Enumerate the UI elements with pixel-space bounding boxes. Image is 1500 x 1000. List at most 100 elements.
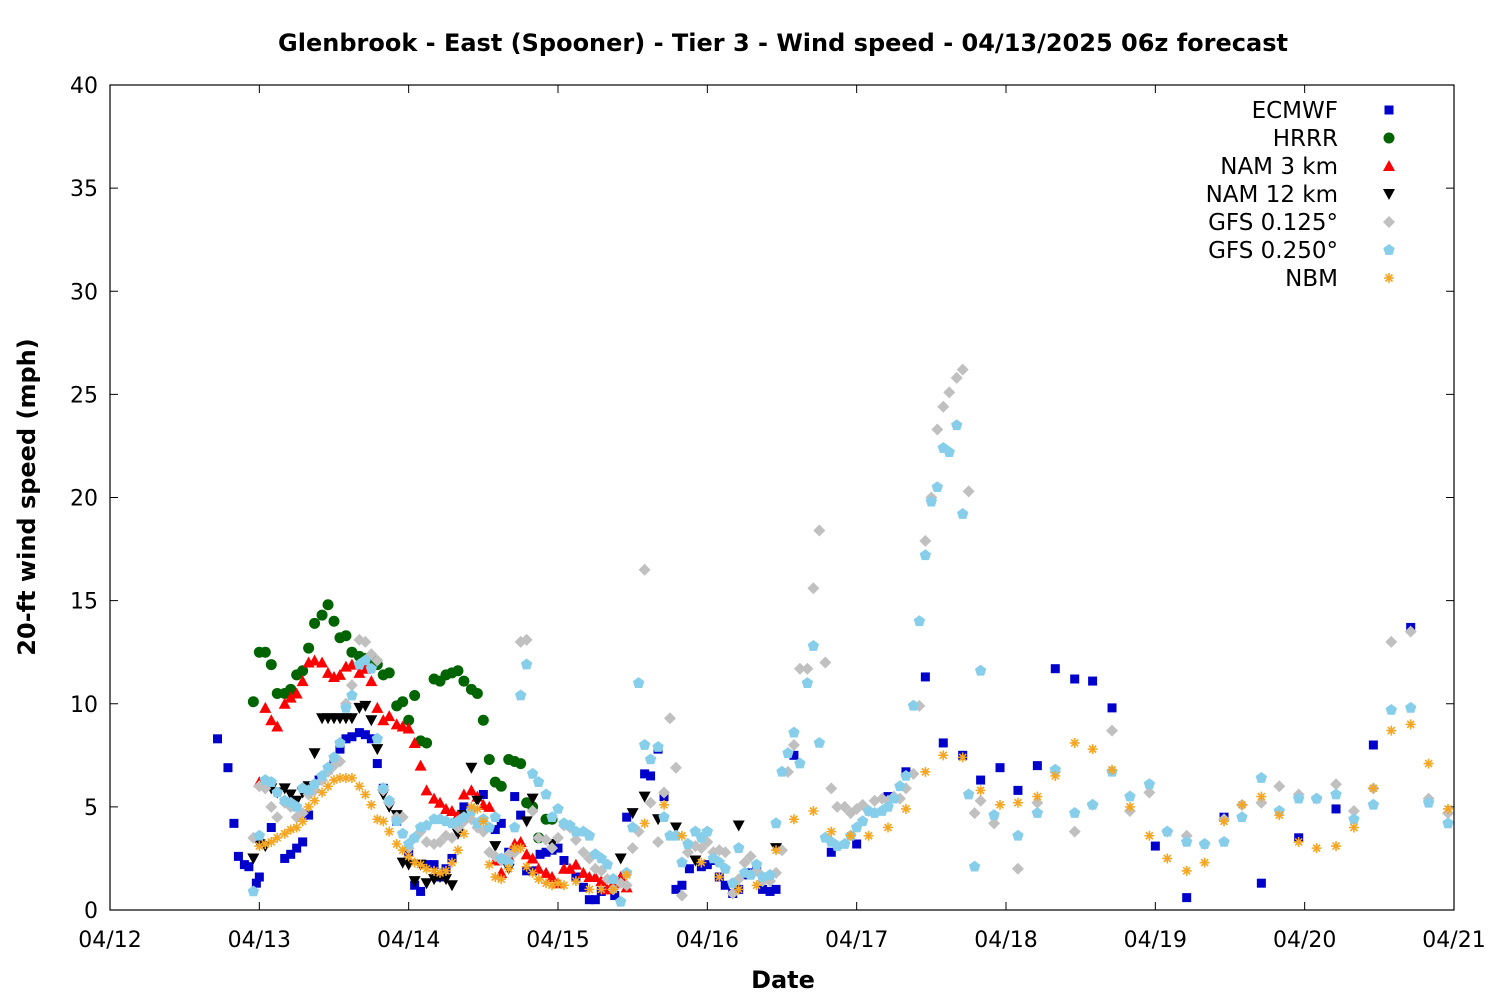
y-tick-label: 10 bbox=[70, 693, 98, 718]
data-point bbox=[907, 699, 920, 711]
data-point bbox=[259, 646, 271, 658]
data-point bbox=[1293, 836, 1304, 847]
data-point bbox=[658, 786, 671, 799]
data-point bbox=[1423, 758, 1434, 769]
data-point bbox=[826, 826, 837, 837]
data-point bbox=[1218, 835, 1230, 847]
data-point bbox=[296, 675, 309, 687]
data-point bbox=[360, 730, 370, 740]
data-point bbox=[974, 794, 987, 807]
data-point bbox=[595, 875, 608, 887]
data-point bbox=[943, 446, 955, 457]
data-point bbox=[229, 818, 239, 828]
data-point bbox=[397, 696, 409, 708]
data-point bbox=[919, 549, 932, 561]
data-point bbox=[951, 419, 963, 431]
data-point bbox=[540, 833, 553, 846]
x-tick-label: 04/18 bbox=[974, 928, 1037, 953]
data-point bbox=[298, 837, 308, 847]
data-point bbox=[489, 811, 501, 823]
data-point bbox=[526, 793, 539, 805]
data-point bbox=[546, 842, 559, 855]
data-point bbox=[520, 816, 533, 828]
data-point bbox=[396, 827, 409, 839]
data-point bbox=[1143, 778, 1156, 790]
data-point bbox=[478, 816, 489, 827]
axis-ticks: 04/12 04/13 04/14 04/15 04/16 04/17 04/18 04/19… bbox=[70, 74, 1486, 953]
data-point bbox=[719, 846, 732, 859]
data-point bbox=[552, 802, 564, 814]
data-point bbox=[726, 887, 739, 900]
data-point bbox=[622, 812, 632, 822]
data-point bbox=[383, 667, 395, 679]
data-point bbox=[284, 789, 297, 801]
data-point bbox=[838, 800, 851, 813]
data-point bbox=[931, 481, 944, 493]
data-point bbox=[365, 675, 378, 687]
data-point bbox=[520, 848, 533, 860]
data-point bbox=[278, 783, 291, 795]
data-point bbox=[950, 371, 963, 384]
data-point bbox=[900, 769, 912, 781]
data-point bbox=[391, 815, 403, 827]
data-point bbox=[457, 788, 470, 800]
data-point bbox=[452, 665, 464, 677]
legend-label: NBM bbox=[1285, 266, 1338, 292]
data-point bbox=[280, 853, 290, 863]
data-point bbox=[1385, 635, 1398, 648]
data-point bbox=[465, 784, 478, 796]
data-point bbox=[789, 750, 799, 760]
data-point bbox=[308, 778, 321, 790]
data-point bbox=[345, 658, 358, 670]
data-point bbox=[308, 654, 321, 666]
data-point bbox=[1144, 830, 1155, 841]
data-point bbox=[727, 877, 739, 889]
data-point bbox=[297, 665, 309, 677]
legend-marker bbox=[1383, 189, 1395, 200]
data-point bbox=[696, 857, 707, 868]
data-point bbox=[1368, 783, 1379, 794]
legend-label: GFS 0.125° bbox=[1208, 210, 1338, 236]
data-point bbox=[322, 761, 334, 773]
data-point bbox=[563, 862, 576, 874]
data-point bbox=[638, 563, 651, 576]
data-point bbox=[535, 849, 545, 859]
data-point bbox=[354, 728, 364, 738]
data-point bbox=[689, 855, 702, 867]
series-nbm bbox=[254, 719, 1454, 895]
data-point bbox=[346, 689, 358, 701]
data-point bbox=[794, 757, 806, 769]
data-point bbox=[938, 738, 948, 748]
data-point bbox=[1032, 791, 1043, 802]
data-point bbox=[1107, 764, 1118, 775]
data-point bbox=[378, 816, 389, 827]
data-point bbox=[541, 847, 551, 857]
data-point bbox=[938, 750, 949, 761]
data-point bbox=[988, 817, 1001, 830]
data-point bbox=[471, 795, 484, 807]
data-point bbox=[353, 666, 366, 678]
data-point bbox=[744, 868, 757, 880]
data-point bbox=[1368, 740, 1378, 750]
data-point bbox=[366, 734, 376, 744]
legend-label: ECMWF bbox=[1252, 98, 1338, 124]
data-point bbox=[644, 753, 657, 765]
data-point bbox=[397, 845, 408, 856]
data-point bbox=[371, 732, 384, 744]
data-point bbox=[1180, 835, 1193, 847]
data-point bbox=[1011, 862, 1024, 875]
data-point bbox=[681, 846, 694, 859]
data-point bbox=[578, 882, 588, 892]
data-point bbox=[852, 839, 862, 849]
data-point bbox=[995, 763, 1005, 773]
data-point bbox=[1256, 878, 1266, 888]
data-point bbox=[968, 860, 981, 872]
data-point bbox=[808, 806, 819, 816]
data-point bbox=[309, 617, 321, 629]
data-point bbox=[1330, 778, 1343, 791]
legend-label: HRRR bbox=[1273, 126, 1338, 152]
data-point bbox=[515, 758, 527, 770]
data-point bbox=[608, 884, 619, 895]
legend-label: GFS 0.250° bbox=[1208, 238, 1338, 264]
data-point bbox=[471, 687, 483, 699]
